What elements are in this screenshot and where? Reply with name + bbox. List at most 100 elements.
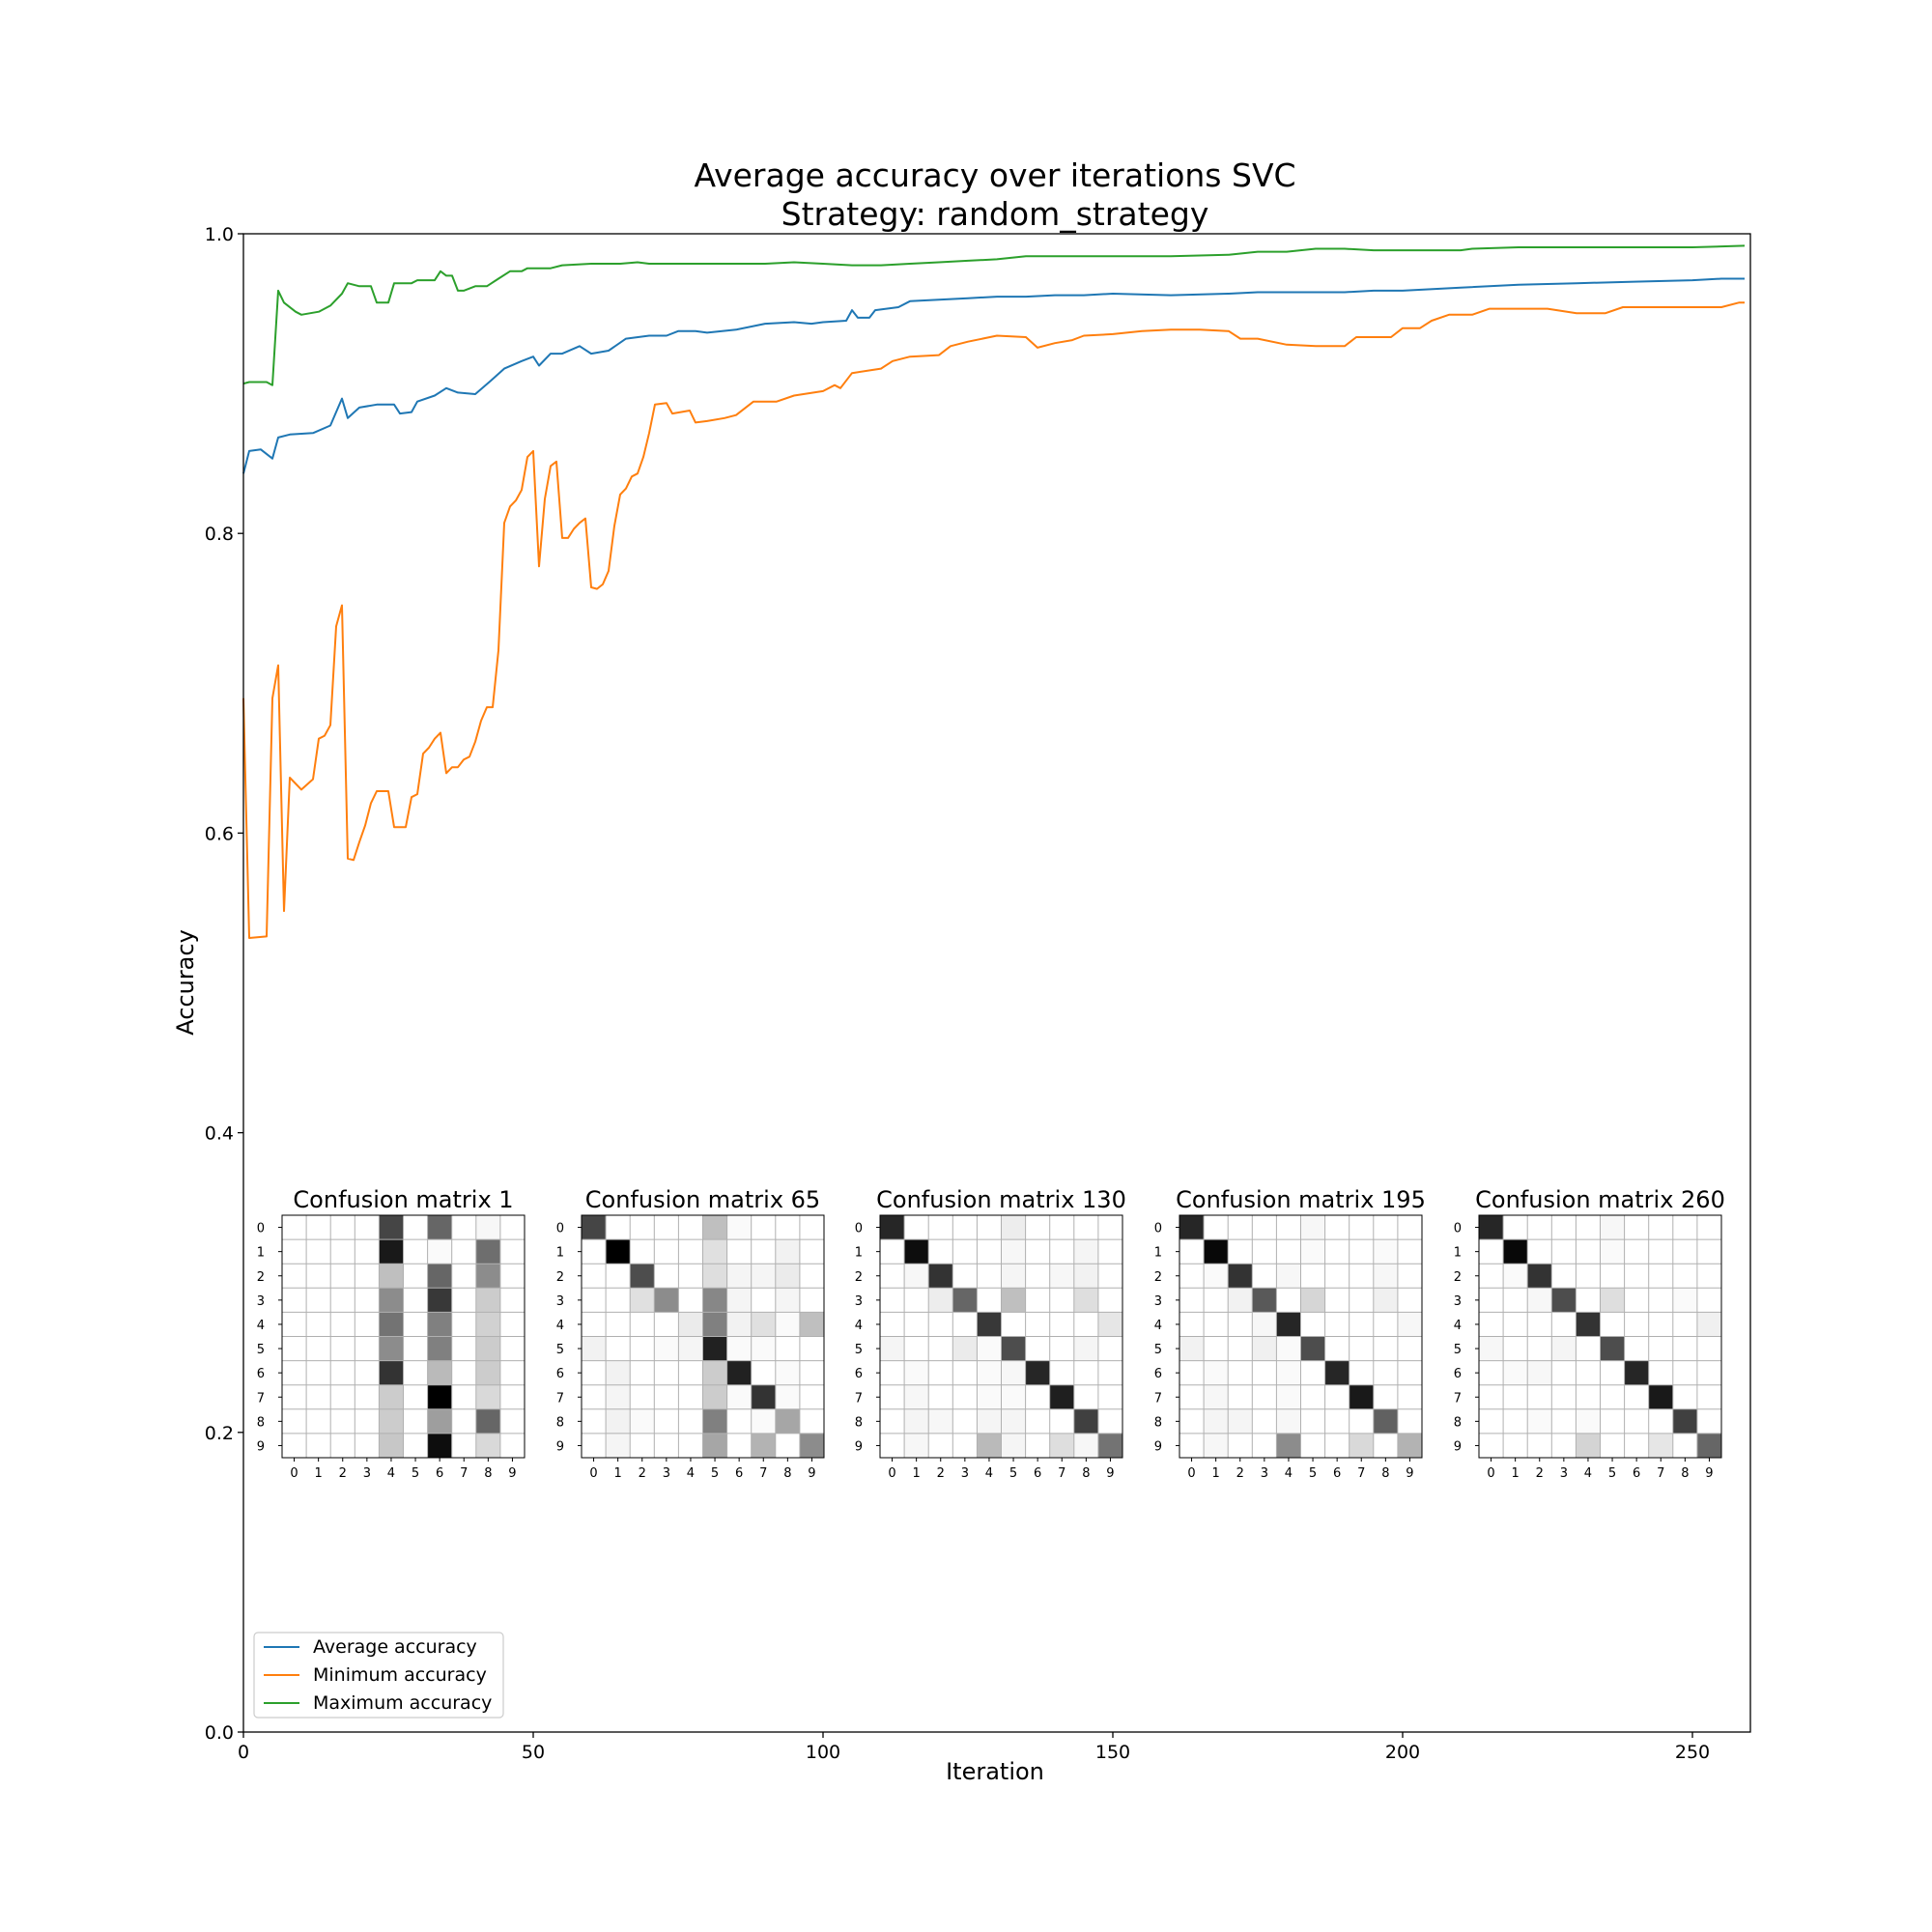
matrix-xtick-label: 5 xyxy=(1009,1466,1017,1481)
matrix-cell xyxy=(977,1312,1002,1337)
legend: Average accuracy Minimum accuracy Maximu… xyxy=(253,1632,504,1719)
matrix-cell xyxy=(799,1288,824,1313)
matrix-cell xyxy=(1073,1408,1098,1434)
matrix-cell xyxy=(1276,1360,1301,1385)
matrix-cell xyxy=(1397,1336,1422,1361)
matrix-cell xyxy=(582,1215,607,1240)
matrix-cell xyxy=(799,1215,824,1240)
matrix-cell xyxy=(1696,1312,1721,1337)
matrix-cell xyxy=(928,1433,953,1458)
matrix-cell xyxy=(726,1433,752,1458)
matrix-cell xyxy=(427,1215,452,1240)
matrix-cell xyxy=(1648,1264,1673,1289)
matrix-cell xyxy=(1551,1336,1577,1361)
matrix-cell xyxy=(582,1312,607,1337)
matrix-cell xyxy=(1097,1433,1122,1458)
matrix-cell xyxy=(1648,1239,1673,1264)
matrix-cell xyxy=(952,1264,978,1289)
matrix-cell xyxy=(1648,1408,1673,1434)
matrix-cell xyxy=(282,1336,307,1361)
matrix-xtick-label: 6 xyxy=(735,1466,743,1481)
matrix-cell xyxy=(1252,1408,1277,1434)
matrix-cell xyxy=(355,1264,380,1289)
matrix-cell xyxy=(1600,1215,1625,1240)
matrix-cell xyxy=(751,1384,776,1409)
matrix-cell xyxy=(1479,1288,1504,1313)
matrix-xtick-label: 5 xyxy=(1309,1466,1317,1481)
matrix-xtick-label: 2 xyxy=(339,1466,347,1481)
matrix-cell xyxy=(1551,1264,1577,1289)
matrix-cell xyxy=(475,1239,500,1264)
matrix-cell xyxy=(1397,1384,1422,1409)
matrix-cell xyxy=(1025,1239,1050,1264)
matrix-cell xyxy=(475,1433,500,1458)
matrix-cell xyxy=(702,1239,727,1264)
matrix-xtick-label: 0 xyxy=(888,1466,895,1481)
matrix-cell xyxy=(952,1384,978,1409)
matrix-cell xyxy=(1204,1312,1229,1337)
matrix-cell xyxy=(702,1312,727,1337)
matrix-cell xyxy=(1324,1312,1350,1337)
matrix-cell xyxy=(1527,1433,1552,1458)
matrix-cell xyxy=(499,1239,525,1264)
matrix-cell xyxy=(977,1336,1002,1361)
matrix-cell xyxy=(654,1264,679,1289)
matrix-cell xyxy=(630,1384,655,1409)
matrix-cell xyxy=(1228,1408,1253,1434)
matrix-xtick-label: 7 xyxy=(759,1466,767,1481)
matrix-ytick-label: 8 xyxy=(556,1415,564,1430)
matrix-ytick-label: 2 xyxy=(855,1270,863,1285)
matrix-cell xyxy=(775,1360,800,1385)
matrix-xtick-label: 1 xyxy=(1512,1466,1520,1481)
matrix-ytick-label: 2 xyxy=(556,1270,564,1285)
matrix-xtick-label: 0 xyxy=(1487,1466,1494,1481)
matrix-cell xyxy=(1624,1384,1649,1409)
matrix-cell xyxy=(1397,1215,1422,1240)
matrix-cell xyxy=(1576,1312,1601,1337)
matrix-cell xyxy=(1097,1215,1122,1240)
matrix-cell xyxy=(702,1408,727,1434)
matrix-cell xyxy=(1204,1384,1229,1409)
matrix-cell xyxy=(1097,1360,1122,1385)
matrix-xtick-label: 7 xyxy=(1357,1466,1365,1481)
matrix-ytick-label: 3 xyxy=(855,1294,863,1309)
matrix-cell xyxy=(306,1312,331,1337)
matrix-ytick-label: 6 xyxy=(556,1367,564,1381)
matrix-cell xyxy=(1349,1336,1374,1361)
matrix-cell xyxy=(928,1264,953,1289)
matrix-cell xyxy=(630,1360,655,1385)
matrix-cell xyxy=(1551,1312,1577,1337)
matrix-cell xyxy=(499,1433,525,1458)
matrix-cell xyxy=(977,1433,1002,1458)
matrix-cell xyxy=(306,1239,331,1264)
matrix-cell xyxy=(1179,1239,1205,1264)
matrix-cell xyxy=(1600,1408,1625,1434)
matrix-cell xyxy=(702,1288,727,1313)
matrix-frame xyxy=(1179,1214,1423,1459)
matrix-cell xyxy=(475,1360,500,1385)
matrix-xtick-label: 9 xyxy=(1705,1466,1713,1481)
matrix-cell xyxy=(928,1312,953,1337)
matrix-xtick-label: 9 xyxy=(1406,1466,1413,1481)
matrix-cell xyxy=(282,1360,307,1385)
matrix-cell xyxy=(282,1384,307,1409)
matrix-cell xyxy=(751,1408,776,1434)
matrix-cell xyxy=(799,1384,824,1409)
matrix-ytick-label: 7 xyxy=(855,1391,863,1406)
matrix-cell xyxy=(775,1433,800,1458)
matrix-cell xyxy=(654,1433,679,1458)
matrix-cell xyxy=(427,1336,452,1361)
matrix-cell xyxy=(582,1336,607,1361)
matrix-cell xyxy=(1503,1215,1528,1240)
matrix-cell xyxy=(1624,1264,1649,1289)
matrix-xtick-label: 9 xyxy=(508,1466,516,1481)
matrix-cell xyxy=(726,1215,752,1240)
matrix-cell xyxy=(726,1336,752,1361)
matrix-cell xyxy=(355,1239,380,1264)
matrix-ytick-label: 9 xyxy=(257,1439,265,1454)
matrix-cell xyxy=(1073,1264,1098,1289)
matrix-cell xyxy=(977,1408,1002,1434)
matrix-cell xyxy=(880,1384,905,1409)
matrix-cell xyxy=(928,1360,953,1385)
